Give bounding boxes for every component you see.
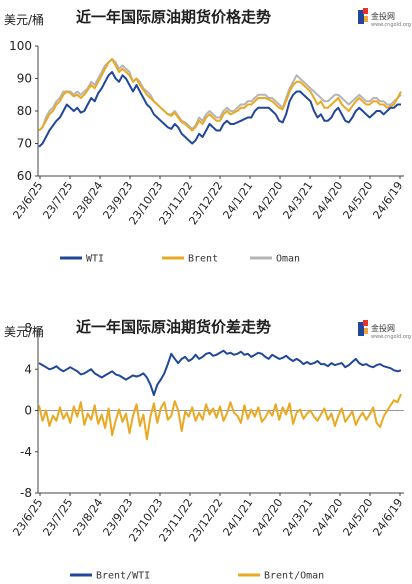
spread-x-tick-label: 23/6/25 — [10, 496, 45, 538]
price-x-tick-label: 23/7/25 — [40, 179, 75, 221]
legend-label-oman: Oman — [276, 254, 300, 265]
spread-x-tick-label: 24/3/21 — [280, 496, 315, 538]
price-series-oman-line — [38, 58, 402, 132]
brand-url: www.cngold.org — [371, 334, 411, 340]
logo-mark-orange — [364, 328, 368, 334]
spread-y-tick-label: 4 — [24, 362, 32, 376]
spread-x-tick-label: 23/8/24 — [70, 496, 105, 538]
price-series-brent-line — [38, 58, 402, 132]
spread-y-tick-label: -8 — [20, 486, 32, 500]
price-y-tick-label: 100 — [9, 39, 32, 53]
price-x-tick-label: 24/5/20 — [340, 179, 375, 221]
price-y-ticks: 60 70 80 90 100 — [9, 39, 38, 183]
spread-chart-title: 近一年国际原油期货价差走势 — [76, 318, 271, 336]
spread-x-tick-label: 24/1/21 — [220, 496, 255, 538]
brand-logo: 金投网 www.cngold.org — [358, 8, 411, 28]
spread-series-brent_oman-line — [38, 393, 402, 441]
spread-y-tick-label: -4 — [20, 445, 32, 459]
price-series-wti-line — [38, 71, 401, 148]
price-y-tick-label: 90 — [17, 72, 32, 86]
logo-mark-red — [363, 8, 368, 14]
spread-x-tick-label: 24/5/20 — [340, 496, 375, 538]
price-chart: 美元/桶 近一年国际原油期货价格走势 金投网 www.cngold.org 60… — [4, 8, 411, 265]
spread-x-tick-label: 24/6/19 — [370, 496, 405, 538]
price-chart-title: 近一年国际原油期货价格走势 — [76, 8, 271, 26]
spread-y-tick-label: 0 — [24, 404, 32, 418]
spread-series — [38, 349, 402, 441]
price-y-tick-label: 70 — [17, 137, 32, 151]
spread-y-ticks: -8 -4 0 4 8 — [20, 321, 38, 500]
spread-x-tick-label: 23/7/25 — [40, 496, 75, 538]
price-legend: WTI Brent Oman — [60, 254, 300, 265]
price-x-tick-label: 23/8/24 — [70, 179, 105, 221]
brand-name: 金投网 — [371, 11, 395, 21]
logo-mark-blue — [358, 322, 364, 336]
spread-y-unit: 美元/桶 — [4, 324, 44, 339]
spread-x-tick-label: 24/2/20 — [250, 496, 285, 538]
price-x-tick-label: 24/1/21 — [220, 179, 255, 221]
legend-label-brent: Brent — [188, 254, 218, 265]
price-x-tick-label: 24/4/20 — [310, 179, 345, 221]
price-series — [38, 58, 402, 148]
price-y-unit: 美元/桶 — [4, 12, 44, 27]
legend-label-brent_oman: Brent/Oman — [264, 571, 324, 582]
price-y-tick-label: 60 — [17, 169, 32, 183]
price-x-tick-label: 24/3/21 — [280, 179, 315, 221]
legend-label-wti: WTI — [86, 254, 104, 265]
spread-legend: Brent/WTI Brent/Oman — [70, 571, 324, 582]
legend-label-brent_wti: Brent/WTI — [96, 571, 150, 582]
logo-mark-blue — [358, 10, 364, 24]
price-x-tick-label: 24/6/19 — [370, 179, 405, 221]
spread-x-tick-label: 24/4/20 — [310, 496, 345, 538]
price-y-tick-label: 80 — [17, 104, 32, 118]
price-x-tick-label: 24/2/20 — [250, 179, 285, 221]
logo-mark-red — [363, 320, 368, 326]
spread-y-tick-label: 8 — [24, 321, 32, 335]
spread-chart: 美元/桶 近一年国际原油期货价差走势 金投网 www.cngold.org -8… — [4, 318, 411, 582]
spread-series-brent_wti-line — [38, 349, 402, 396]
brand-name: 金投网 — [371, 323, 395, 333]
logo-mark-orange — [364, 16, 368, 22]
spread-x-ticks: 23/6/2523/7/2523/8/2423/9/2323/10/2323/1… — [10, 493, 405, 544]
brand-url: www.cngold.org — [371, 22, 411, 28]
brand-logo-2: 金投网 www.cngold.org — [358, 320, 411, 340]
price-x-tick-label: 23/6/25 — [10, 179, 45, 221]
price-x-ticks: 23/6/2523/7/2523/8/2423/9/2323/10/2323/1… — [10, 176, 405, 227]
